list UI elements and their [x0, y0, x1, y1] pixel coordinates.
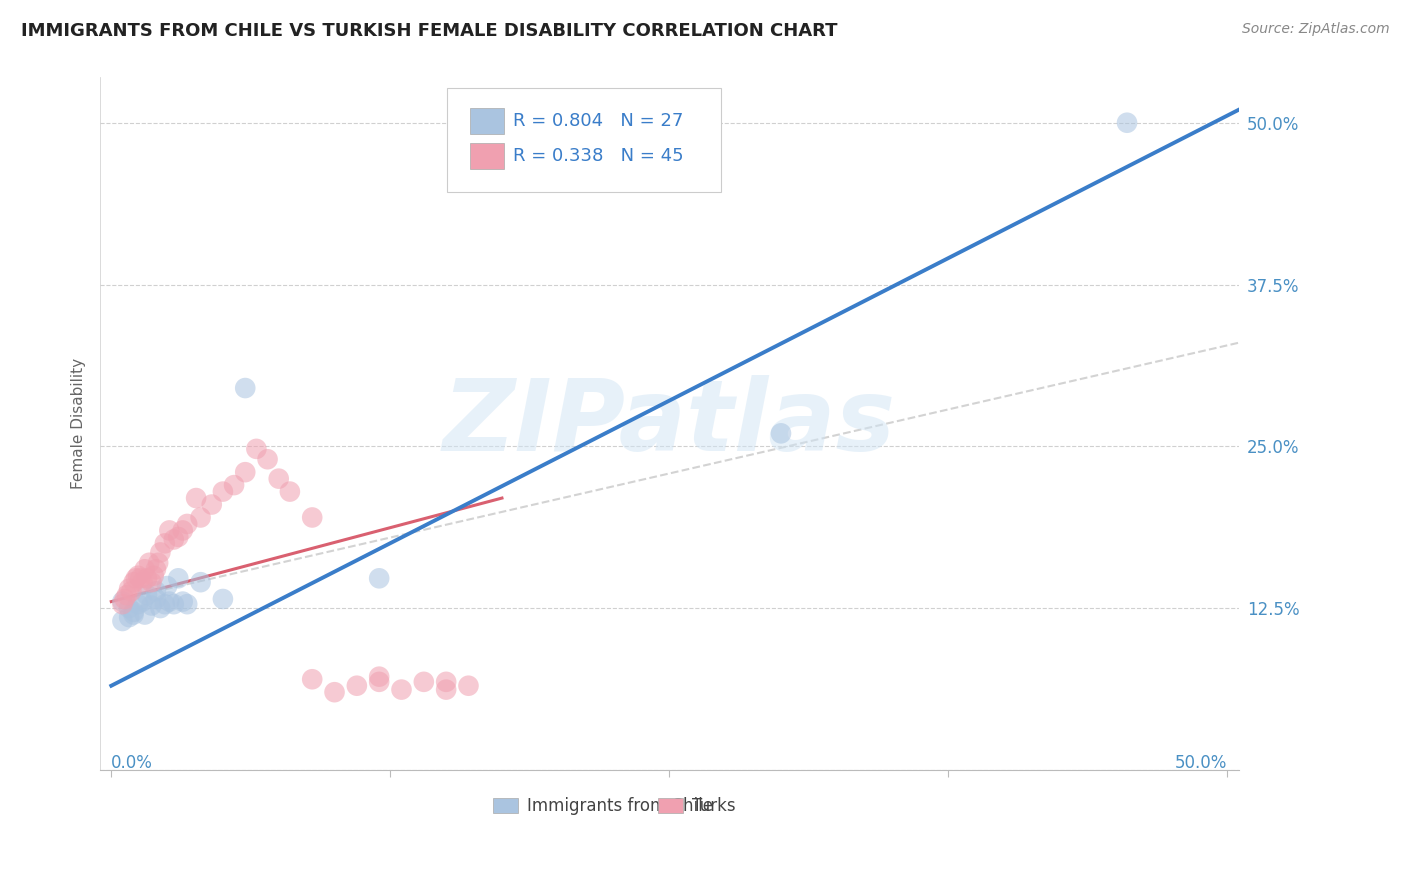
Point	[141, 575, 163, 590]
Point	[114, 592, 136, 607]
Point	[153, 536, 176, 550]
Point	[149, 601, 172, 615]
Point	[111, 594, 134, 608]
Point	[115, 588, 138, 602]
Point	[131, 575, 153, 590]
Point	[167, 571, 190, 585]
Point	[134, 562, 156, 576]
FancyBboxPatch shape	[470, 143, 505, 169]
Point	[176, 516, 198, 531]
Point	[120, 584, 142, 599]
Point	[245, 442, 267, 456]
Point	[138, 556, 160, 570]
Point	[142, 568, 165, 582]
Point	[157, 524, 180, 538]
Point	[233, 465, 256, 479]
Point	[190, 575, 212, 590]
Point	[412, 674, 434, 689]
Point	[212, 592, 235, 607]
Point	[323, 685, 346, 699]
Text: 0.0%: 0.0%	[111, 755, 153, 772]
Point	[131, 594, 153, 608]
Point	[212, 484, 235, 499]
Point	[136, 588, 159, 602]
Point	[172, 594, 194, 608]
Point	[368, 670, 391, 684]
FancyBboxPatch shape	[447, 87, 721, 192]
Point	[163, 597, 186, 611]
Point	[190, 510, 212, 524]
Point	[145, 592, 167, 607]
Point	[153, 597, 176, 611]
Point	[122, 605, 145, 619]
Text: R = 0.804   N = 27: R = 0.804 N = 27	[513, 112, 683, 130]
Point	[201, 498, 224, 512]
Point	[346, 679, 368, 693]
Point	[146, 556, 169, 570]
Point	[122, 607, 145, 622]
Point	[141, 599, 163, 613]
Point	[118, 582, 141, 596]
Point	[145, 584, 167, 599]
Point	[156, 579, 179, 593]
Point	[1116, 116, 1139, 130]
Point	[457, 679, 479, 693]
Point	[127, 568, 149, 582]
Point	[118, 610, 141, 624]
FancyBboxPatch shape	[658, 798, 683, 814]
Text: Source: ZipAtlas.com: Source: ZipAtlas.com	[1241, 22, 1389, 37]
Point	[118, 601, 141, 615]
FancyBboxPatch shape	[494, 798, 517, 814]
Point	[111, 614, 134, 628]
Point	[434, 674, 457, 689]
Point	[157, 594, 180, 608]
Point	[267, 472, 290, 486]
Text: ZIPatlas: ZIPatlas	[443, 376, 896, 472]
Text: Turks: Turks	[692, 797, 735, 815]
Point	[391, 682, 413, 697]
Point	[233, 381, 256, 395]
Point	[111, 597, 134, 611]
Text: R = 0.338   N = 45: R = 0.338 N = 45	[513, 146, 685, 165]
Point	[222, 478, 245, 492]
Point	[368, 571, 391, 585]
Point	[176, 597, 198, 611]
Point	[163, 533, 186, 547]
Point	[125, 571, 148, 585]
Text: 50.0%: 50.0%	[1175, 755, 1227, 772]
Point	[769, 426, 792, 441]
Point	[122, 575, 145, 590]
Point	[278, 484, 301, 499]
Point	[256, 452, 278, 467]
Point	[136, 571, 159, 585]
Point	[145, 562, 167, 576]
Y-axis label: Female Disability: Female Disability	[72, 358, 86, 489]
Point	[129, 571, 152, 585]
Point	[149, 545, 172, 559]
Point	[134, 607, 156, 622]
Point	[368, 674, 391, 689]
FancyBboxPatch shape	[470, 108, 505, 134]
Point	[301, 510, 323, 524]
Point	[127, 597, 149, 611]
Point	[172, 524, 194, 538]
Point	[301, 672, 323, 686]
Point	[184, 491, 207, 505]
Text: IMMIGRANTS FROM CHILE VS TURKISH FEMALE DISABILITY CORRELATION CHART: IMMIGRANTS FROM CHILE VS TURKISH FEMALE …	[21, 22, 838, 40]
Point	[434, 682, 457, 697]
Text: Immigrants from Chile: Immigrants from Chile	[527, 797, 713, 815]
Point	[167, 530, 190, 544]
